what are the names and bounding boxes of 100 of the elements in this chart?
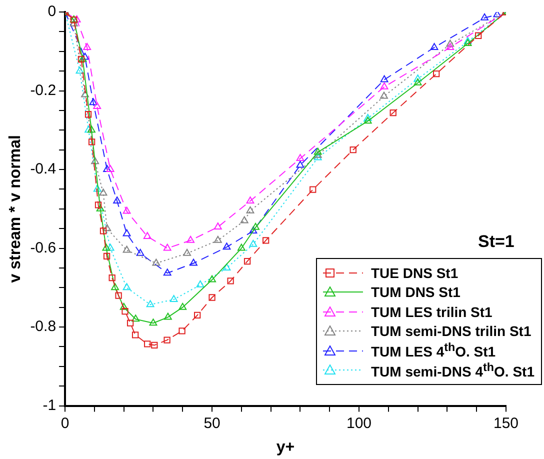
point [88, 138, 96, 146]
point [380, 82, 388, 90]
point [222, 242, 231, 250]
y-axis-title: v stream * v normal [7, 135, 24, 283]
point [111, 283, 119, 290]
point [433, 70, 440, 78]
point [178, 328, 186, 334]
point [310, 186, 316, 193]
point [76, 66, 84, 74]
legend-label: TUM LES trilin St1 [371, 304, 492, 320]
point [208, 294, 216, 301]
point [152, 258, 160, 266]
point [390, 109, 396, 116]
point [186, 236, 195, 243]
point [194, 312, 201, 319]
x-tick-label: 50 [204, 414, 220, 432]
y-tick-label: -1 [42, 396, 56, 414]
point [314, 150, 322, 158]
point [246, 206, 254, 214]
point [126, 320, 134, 326]
point [146, 300, 154, 308]
point [93, 102, 102, 110]
point [88, 126, 96, 133]
point [132, 332, 139, 338]
x-tick-label: 150 [493, 414, 519, 432]
point [132, 314, 140, 322]
point [122, 283, 131, 290]
point [163, 268, 172, 276]
y-tick-label: -0.8 [30, 318, 56, 336]
point [122, 308, 128, 315]
point [136, 248, 144, 256]
x-tick-label: 100 [346, 414, 372, 432]
point [227, 278, 234, 284]
point [149, 318, 158, 326]
point [446, 42, 454, 50]
point [122, 229, 131, 236]
point [414, 78, 422, 86]
point [237, 244, 246, 251]
point [94, 202, 102, 208]
point [380, 92, 388, 99]
point [170, 294, 178, 302]
annotation: St=1 [478, 232, 514, 252]
x-tick-label: 0 [60, 414, 70, 432]
point [214, 236, 222, 243]
legend-label: TUM LES 4$^{th}$O. St1 [371, 341, 496, 360]
point [380, 75, 388, 82]
point [296, 160, 304, 168]
point [103, 252, 110, 260]
point [430, 42, 438, 50]
point [70, 19, 78, 26]
point [81, 90, 89, 98]
point [100, 228, 107, 234]
point [113, 196, 122, 204]
point [244, 258, 251, 265]
point [222, 263, 231, 270]
point [249, 240, 258, 247]
point [81, 52, 89, 60]
point [99, 188, 108, 196]
point [314, 153, 322, 160]
y-tick-label: -0.6 [30, 239, 56, 256]
legend-label: TUM semi-DNS 4$^{th}$O. St1 [371, 360, 535, 380]
point [106, 165, 114, 172]
point [163, 244, 172, 251]
point [350, 146, 356, 154]
legend-label: TUE DNS St1 [371, 264, 458, 281]
point [214, 222, 222, 230]
x-axis-title: y+ [276, 438, 295, 456]
point [143, 232, 152, 239]
point [144, 340, 151, 348]
point [106, 244, 114, 251]
point [464, 39, 472, 46]
y-tick-label: 0 [48, 3, 56, 20]
point [91, 157, 99, 164]
point [364, 116, 372, 124]
y-tick-label: -0.2 [30, 82, 56, 99]
point [246, 196, 254, 204]
legend-label: TUM DNS St1 [371, 284, 460, 300]
point [122, 246, 131, 253]
point [103, 165, 112, 172]
point [240, 216, 248, 224]
point [190, 258, 198, 266]
point [164, 312, 172, 320]
point [262, 237, 270, 244]
point [480, 13, 489, 20]
point [414, 74, 422, 82]
point [93, 184, 102, 192]
legend-label: TUM semi-DNS trilin St1 [371, 323, 532, 340]
point [151, 342, 158, 348]
point [183, 248, 192, 256]
point [208, 275, 216, 282]
point [122, 206, 131, 214]
point [102, 244, 110, 251]
point [314, 148, 322, 155]
point [296, 154, 304, 161]
point [103, 224, 112, 232]
point [120, 302, 128, 310]
point [364, 114, 372, 121]
point [108, 274, 116, 282]
point [249, 226, 258, 234]
point [115, 292, 122, 299]
